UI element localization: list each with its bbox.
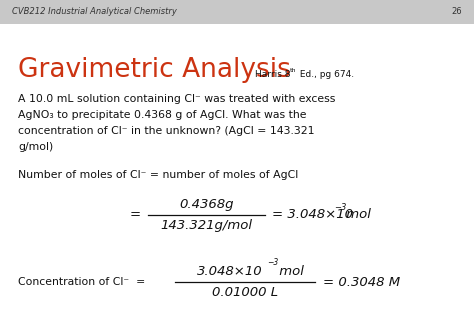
Text: Number of moles of Cl⁻ = number of moles of AgCl: Number of moles of Cl⁻ = number of moles… [18,170,298,180]
Text: CVB212 Industrial Analytical Chemistry: CVB212 Industrial Analytical Chemistry [12,7,177,16]
Text: Gravimetric Analysis: Gravimetric Analysis [18,57,291,83]
Text: AgNO₃ to precipitate 0.4368 g of AgCl. What was the: AgNO₃ to precipitate 0.4368 g of AgCl. W… [18,110,307,120]
Text: th: th [290,68,297,73]
Text: 26: 26 [451,7,462,16]
Text: mol: mol [275,265,304,278]
Text: 0.01000 L: 0.01000 L [212,286,278,299]
Text: 143.321g/mol: 143.321g/mol [161,219,253,232]
Text: mol: mol [342,208,371,221]
Text: Ed., pg 674.: Ed., pg 674. [297,70,354,79]
Text: −3: −3 [334,202,346,211]
Text: Harris 8: Harris 8 [255,70,291,79]
Text: =: = [129,208,141,221]
Text: g/mol): g/mol) [18,142,53,152]
Text: = 0.3048 M: = 0.3048 M [323,275,400,288]
Text: 3.048×10: 3.048×10 [197,265,263,278]
Text: concentration of Cl⁻ in the unknown? (AgCl = 143.321: concentration of Cl⁻ in the unknown? (Ag… [18,126,315,136]
Text: A 10.0 mL solution containing Cl⁻ was treated with excess: A 10.0 mL solution containing Cl⁻ was tr… [18,94,336,104]
Text: −3: −3 [267,258,278,267]
Text: 0.4368g: 0.4368g [179,198,234,211]
Text: = 3.048×10: = 3.048×10 [272,208,353,221]
Text: Concentration of Cl⁻  =: Concentration of Cl⁻ = [18,277,145,287]
Bar [0,0,474,24]
